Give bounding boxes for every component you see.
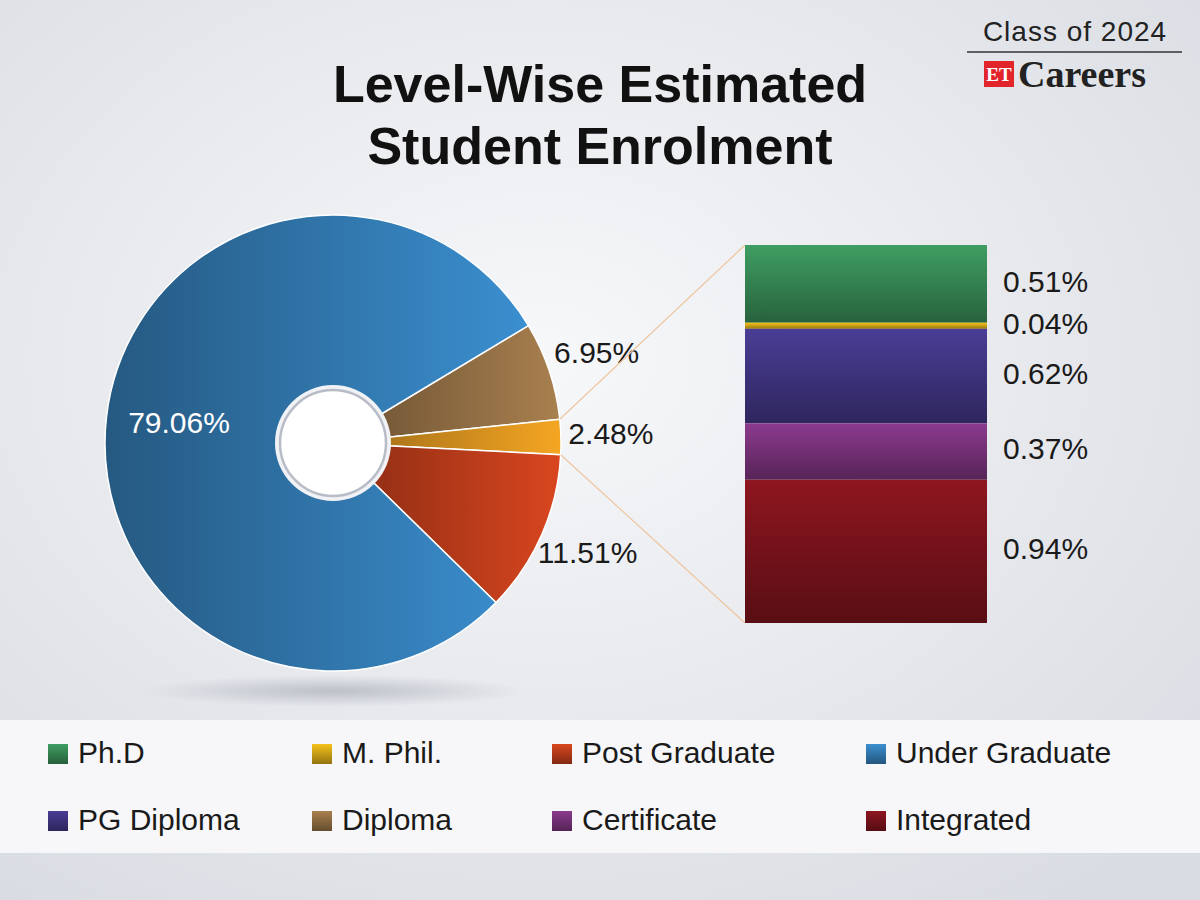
title: Student Enrolment <box>367 117 832 175</box>
legend-label: Diploma <box>342 803 452 836</box>
legend-swatch <box>552 811 572 831</box>
legend-label: M. Phil. <box>342 736 442 769</box>
data-label: 6.95% <box>554 336 639 369</box>
legend-label: PG Diploma <box>78 803 240 836</box>
data-label: 11.51% <box>538 536 638 569</box>
hole-ring <box>275 385 391 501</box>
data-label: 0.62% <box>1003 357 1088 390</box>
legend-swatch <box>866 744 886 764</box>
legend-label: Post Graduate <box>582 736 775 769</box>
legend-band <box>0 720 1200 853</box>
breakdown-bar <box>745 245 987 623</box>
bar-segment <box>745 480 987 623</box>
pie-shadow <box>139 675 527 707</box>
data-label: 79.06% <box>128 406 230 439</box>
data-label: 0.37% <box>1003 432 1088 465</box>
legend: Ph.D M. Phil. Post Graduate Under Graduate P… <box>48 736 1111 836</box>
legend-label: Ph.D <box>78 736 145 769</box>
legend-swatch <box>48 744 68 764</box>
logo-box <box>984 61 1014 87</box>
logo-text: Careers <box>1018 53 1146 95</box>
legend-swatch <box>312 744 332 764</box>
edition: Class of 2024 <box>983 16 1167 47</box>
connector <box>561 455 745 623</box>
bar-segment <box>745 245 987 323</box>
connector <box>560 245 745 419</box>
legend-swatch <box>48 811 68 831</box>
data-label: 2.48% <box>568 417 653 450</box>
bar-segment <box>745 423 987 479</box>
pie <box>105 215 561 671</box>
legend-label: Integrated <box>896 803 1031 836</box>
hole <box>287 397 379 489</box>
legend-swatch <box>552 744 572 764</box>
background <box>0 0 1200 900</box>
chart: Class of 2024 ET Careers Level-Wise Estimat… <box>0 0 1200 900</box>
legend-swatch <box>312 811 332 831</box>
legend-label: Under Graduate <box>896 736 1111 769</box>
legend-label: Certificate <box>582 803 717 836</box>
data-label: 0.94% <box>1003 532 1088 565</box>
bar-segment <box>745 329 987 424</box>
data-label: 0.04% <box>1003 307 1088 340</box>
bar-segment <box>745 323 987 329</box>
logo-mark: ET <box>986 64 1012 85</box>
pie-slice <box>105 215 528 671</box>
hole-ring <box>280 390 386 496</box>
title: Level-Wise Estimated <box>333 55 867 113</box>
legend-swatch <box>866 811 886 831</box>
data-label: 0.51% <box>1003 265 1088 298</box>
